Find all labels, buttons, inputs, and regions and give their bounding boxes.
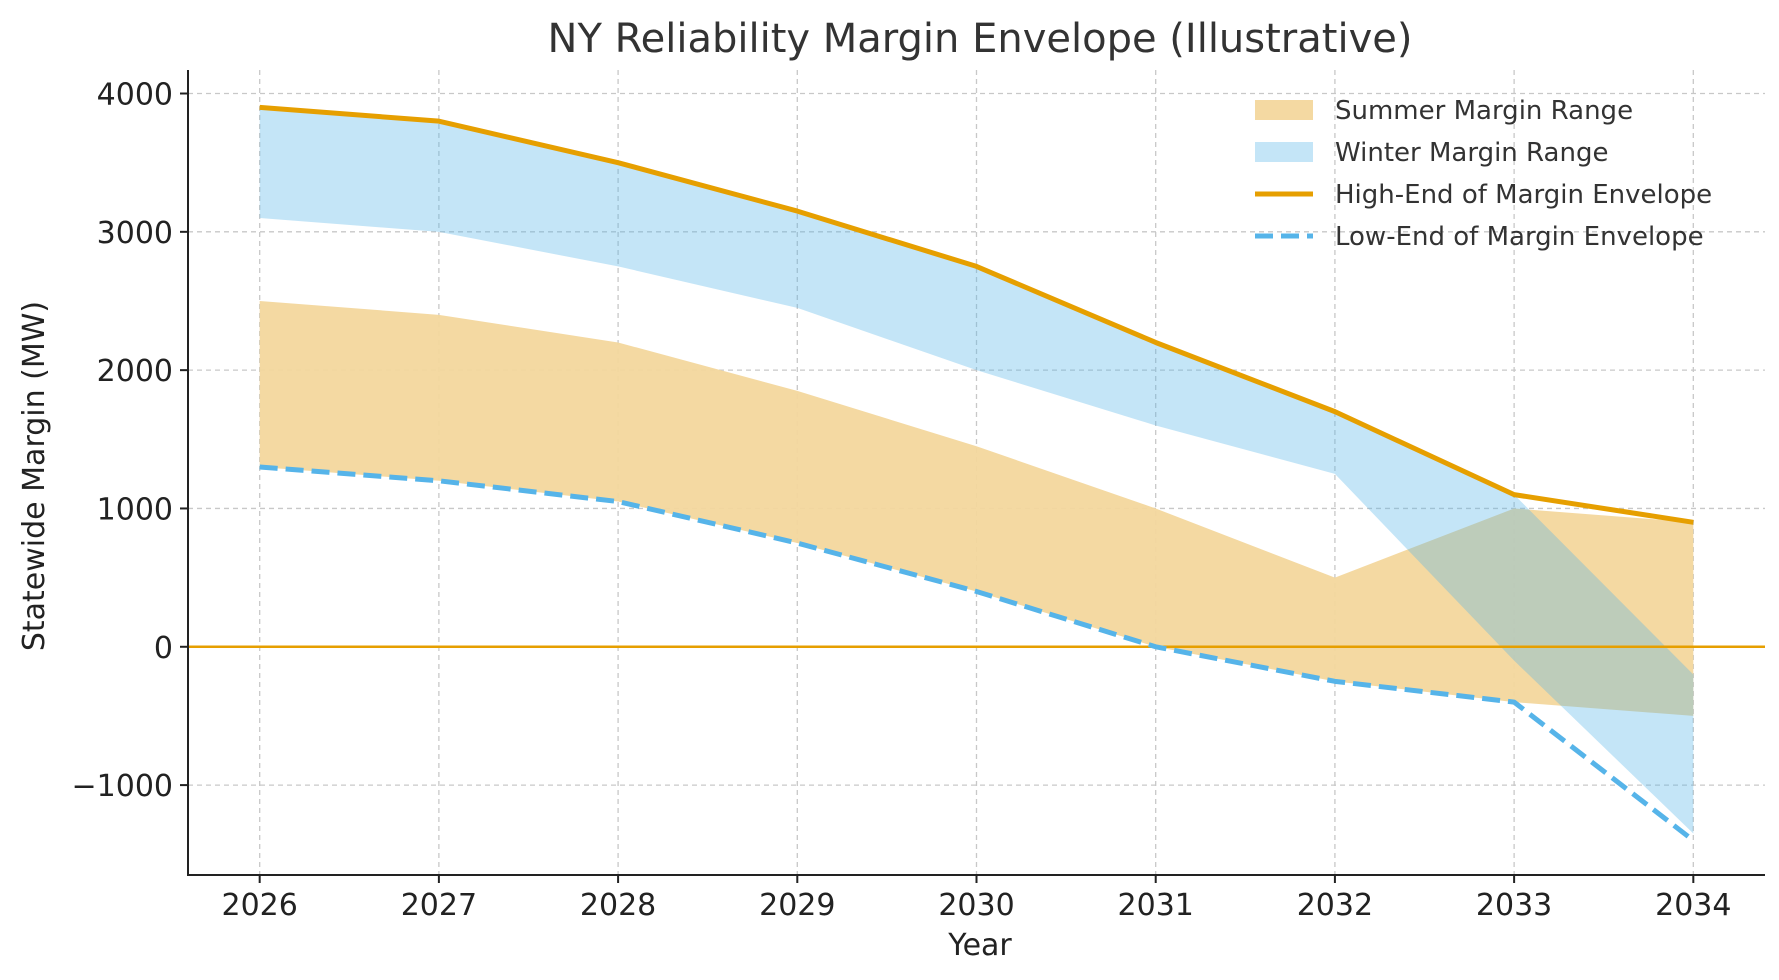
x-tick-label: 2032 (1297, 888, 1373, 923)
x-tick-label: 2030 (938, 888, 1014, 923)
series-lines (188, 104, 1765, 843)
band-winter-margin-range (259, 107, 1694, 834)
legend-label-winter-margin-range: Winter Margin Range (1335, 138, 1608, 168)
x-tick-label: 2027 (401, 888, 477, 923)
chart-title: NY Reliability Margin Envelope (Illustra… (548, 16, 1413, 62)
series-line-low-end-of-margin-envelope (259, 464, 1695, 843)
x-tick-label: 2033 (1476, 888, 1552, 923)
legend-label-summer-margin-range: Summer Margin Range (1335, 96, 1633, 126)
y-tick-label: 2000 (97, 354, 173, 389)
bands (259, 107, 1694, 834)
axes: 2026 2027 2028 2029 2030 2031 2032 2033 2034 4000… (72, 70, 1765, 923)
x-tick-label: 2031 (1118, 888, 1194, 923)
x-tick-label: 2029 (759, 888, 835, 923)
x-tick-label: 2034 (1655, 888, 1731, 923)
x-axis-label: Year (947, 928, 1012, 963)
band-summer-margin-range (259, 300, 1694, 716)
y-axis-label: Statewide Margin (MW) (17, 301, 52, 651)
y-tick-label: 3000 (97, 216, 173, 251)
legend-label-low-end-of-margin-envelope: Low-End of Margin Envelope (1335, 222, 1704, 252)
series-line-high-end-of-margin-envelope (259, 104, 1694, 525)
y-tick-label: 0 (154, 631, 173, 666)
legend: Summer Margin Range Winter Margin Range Hi… (1255, 96, 1712, 252)
legend-swatch-summer-margin-range (1255, 100, 1313, 120)
y-tick-label: 4000 (97, 78, 173, 113)
legend-label-high-end-of-margin-envelope: High-End of Margin Envelope (1335, 180, 1712, 210)
y-tick-label: 1000 (97, 492, 173, 527)
x-tick-label: 2026 (222, 888, 298, 923)
x-tick-label: 2028 (580, 888, 656, 923)
y-tick-label: −1000 (72, 769, 173, 804)
legend-swatch-winter-margin-range (1255, 142, 1313, 162)
